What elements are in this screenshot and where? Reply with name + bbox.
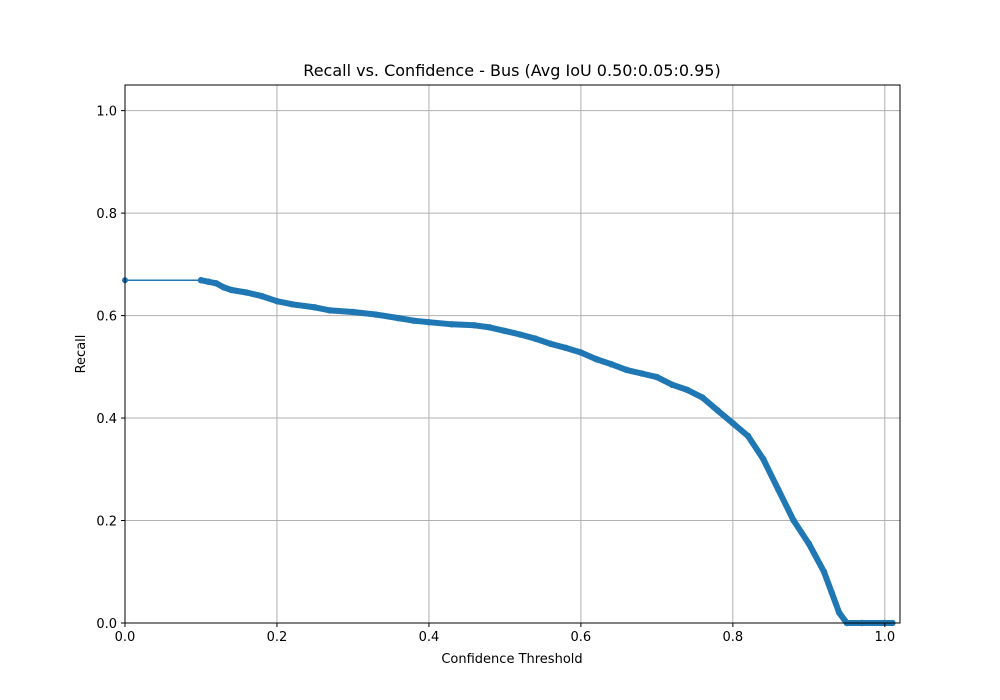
data-point (410, 317, 417, 324)
data-point (547, 340, 554, 347)
data-point (471, 322, 478, 329)
data-point (638, 370, 645, 377)
data-point (760, 455, 767, 463)
data-point (577, 349, 585, 356)
data-point (205, 278, 212, 285)
data-point (395, 314, 402, 322)
data-point (608, 361, 615, 368)
y-tick-label: 0.6 (96, 310, 117, 325)
y-tick-label: 0.8 (96, 207, 117, 222)
data-point (729, 419, 737, 427)
data-point (243, 289, 250, 296)
data-point (532, 335, 539, 342)
data-point (714, 407, 721, 414)
data-point (744, 432, 752, 440)
data-point (684, 386, 691, 394)
plot-frame (124, 84, 901, 624)
data-point (790, 517, 797, 524)
x-tick-label: 0.0 (115, 630, 136, 645)
data-point (212, 280, 220, 287)
x-tick-label: 0.2 (267, 630, 288, 645)
data-point (820, 568, 828, 575)
data-point (805, 540, 813, 547)
data-point (349, 308, 357, 316)
y-axis-label: Recall (74, 335, 89, 374)
x-tick-label: 0.6 (571, 630, 592, 645)
data-point (448, 321, 455, 328)
data-point (326, 307, 334, 314)
data-point (592, 355, 600, 363)
data-point (486, 324, 493, 331)
y-tick-label: 0.0 (96, 617, 117, 632)
data-point (775, 486, 782, 493)
data-point (288, 301, 296, 308)
data-point (653, 373, 661, 381)
y-tick-label: 1.0 (96, 105, 117, 120)
data-point (836, 609, 843, 616)
data-point (197, 277, 205, 284)
x-tick-label: 0.4 (419, 630, 440, 645)
axis-ticks: 0.0 0.2 0.4 0.6 0.8 1.0 0.0 0.2 0.4 0.6 0.8 1.0 (96, 105, 895, 645)
data-point (699, 394, 706, 401)
data-point (501, 327, 509, 335)
chart-title: Recall vs. Confidence - Bus (Avg IoU 0.5… (303, 61, 720, 80)
data-point (516, 331, 524, 338)
data-point (258, 292, 265, 300)
y-tick-label: 0.2 (96, 515, 117, 530)
series-layer (122, 277, 896, 627)
x-tick-label: 1.0 (874, 630, 895, 645)
data-point (623, 366, 630, 374)
data-point (372, 311, 379, 318)
data-point (668, 381, 676, 388)
data-point (228, 286, 235, 294)
y-tick-label: 0.4 (96, 412, 117, 427)
data-point (828, 589, 835, 596)
data-point (562, 344, 569, 352)
x-tick-label: 0.8 (722, 630, 743, 645)
data-point (311, 304, 319, 311)
data-point (273, 298, 281, 305)
data-point (425, 319, 433, 326)
x-axis-label: Confidence Threshold (441, 652, 582, 667)
data-point (220, 284, 227, 291)
